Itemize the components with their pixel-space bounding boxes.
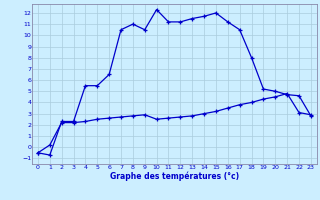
X-axis label: Graphe des températures (°c): Graphe des températures (°c) [110,171,239,181]
